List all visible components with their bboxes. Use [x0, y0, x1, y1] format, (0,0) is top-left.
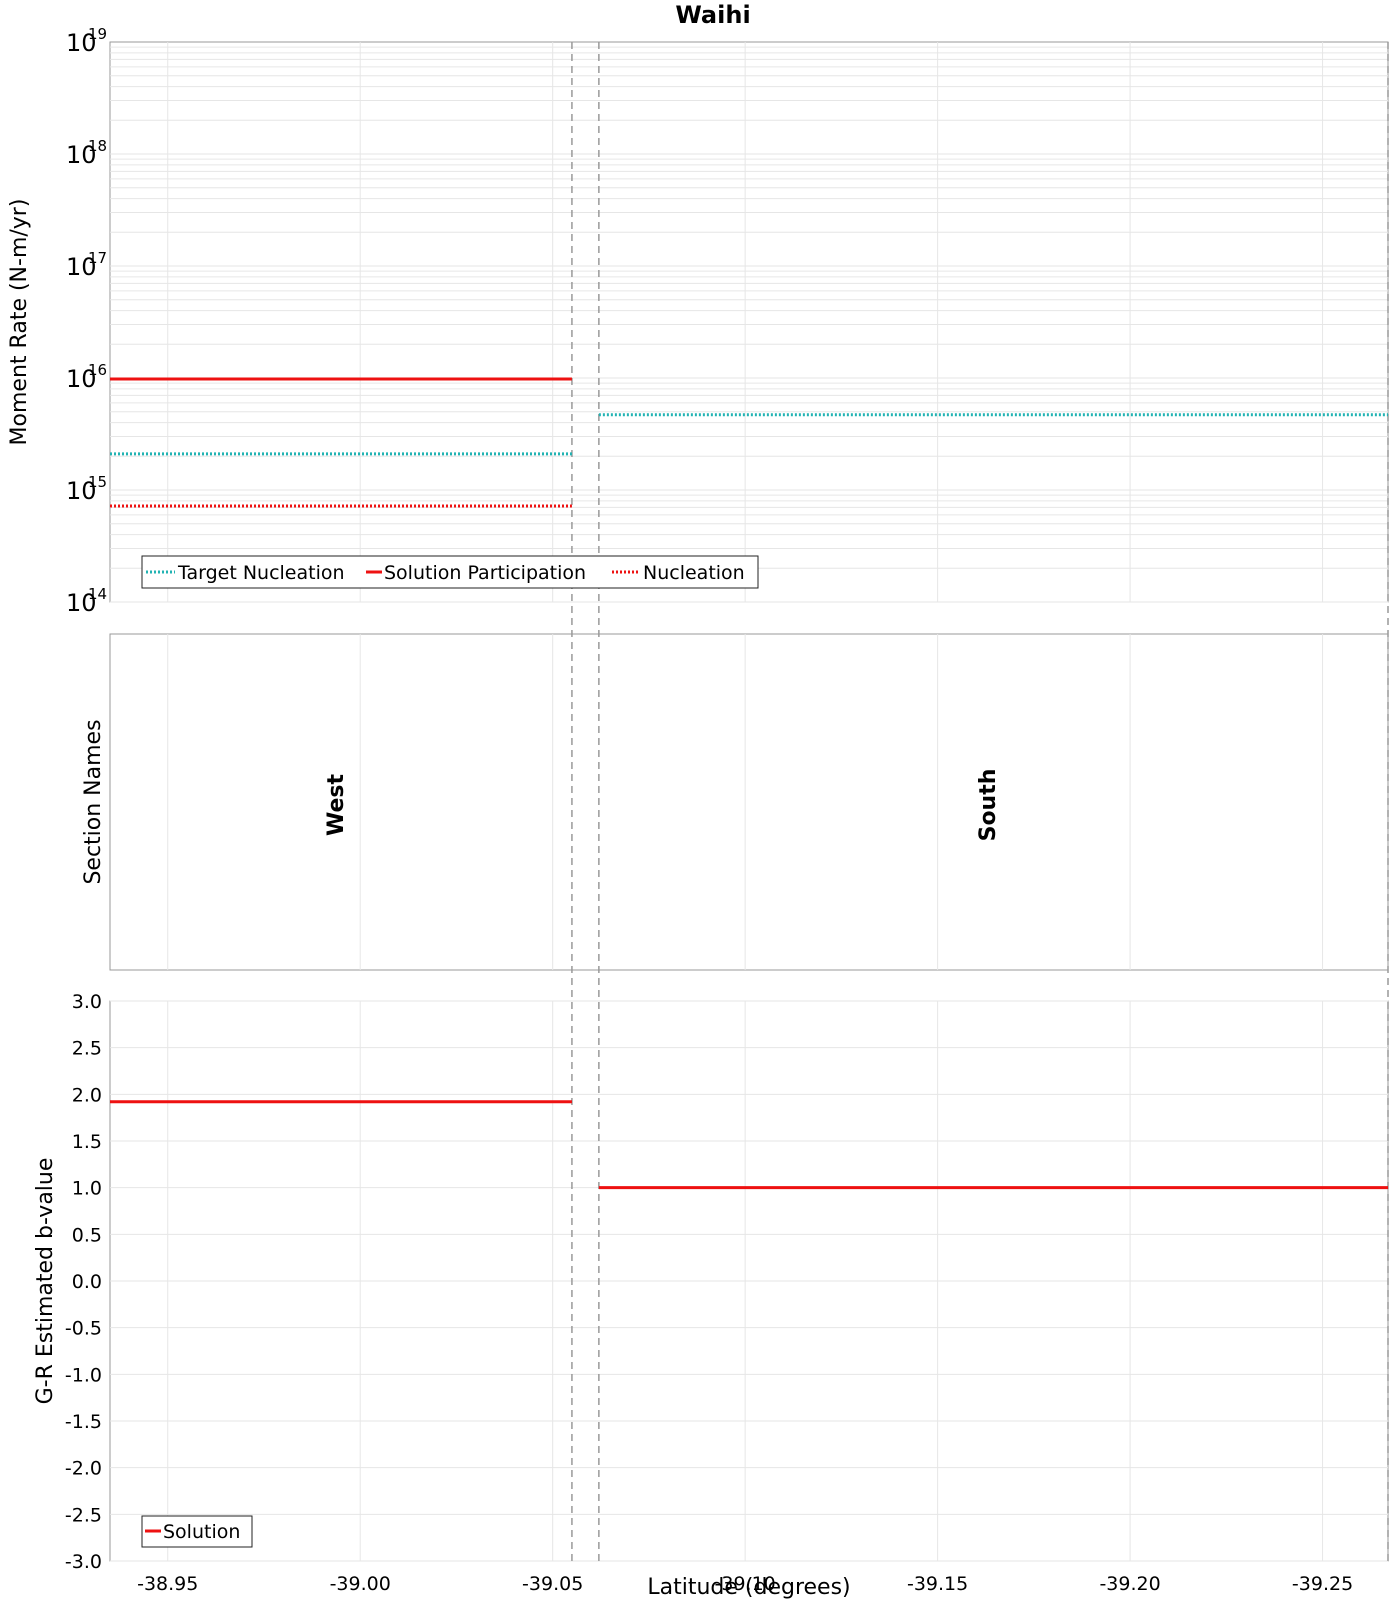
y-tick-label-base: 10 — [66, 141, 97, 169]
y-tick-label: 2.5 — [72, 1038, 102, 1060]
section-dividers — [571, 42, 1389, 1561]
legend-label-solution: Solution — [163, 1521, 240, 1543]
legend-label-target-nucleation: Target Nucleation — [177, 562, 345, 584]
y-tick-label-base: 10 — [66, 253, 97, 281]
x-tick-label: -39.20 — [1099, 1573, 1160, 1595]
x-tick-label: -39.25 — [1292, 1573, 1353, 1595]
section-name-west: West — [324, 774, 349, 836]
chart-title: Waihi — [675, 1, 750, 29]
y-tick-label: -1.5 — [65, 1411, 102, 1433]
moment-rate-legend: Target Nucleation Solution Participation… — [141, 555, 759, 589]
b-value-y-axis-label: G-R Estimated b-value — [33, 1158, 58, 1405]
y-tick-label-exponent: 19 — [88, 25, 107, 43]
y-tick-label: 1.5 — [72, 1131, 102, 1153]
y-tick-label-base: 10 — [66, 589, 97, 617]
section-name-south: South — [976, 769, 1001, 842]
y-tick-label: 3.0 — [72, 991, 102, 1013]
y-tick-label: 0.0 — [72, 1271, 102, 1293]
y-tick-label-base: 10 — [66, 365, 97, 393]
y-tick-label-exponent: 18 — [88, 137, 107, 155]
legend-box — [141, 555, 759, 589]
x-tick-label: -39.05 — [522, 1573, 583, 1595]
legend-label-solution-participation: Solution Participation — [384, 562, 586, 584]
section-names-y-axis-label: Section Names — [81, 719, 106, 884]
y-tick-label: -2.5 — [65, 1504, 102, 1526]
y-tick-label-exponent: 17 — [88, 249, 107, 267]
y-tick-label-exponent: 15 — [88, 473, 107, 491]
section-names-plot-area — [109, 633, 1389, 971]
tick-labels: 1014101510161017101810193.02.52.01.51.00… — [65, 25, 1353, 1595]
y-tick-label-base: 10 — [66, 477, 97, 505]
y-tick-label: 1.0 — [72, 1178, 102, 1200]
y-tick-label-exponent: 16 — [88, 361, 107, 379]
y-tick-label: -2.0 — [65, 1458, 102, 1480]
y-tick-label: -0.5 — [65, 1318, 102, 1340]
gridlines — [110, 42, 1388, 1562]
y-tick-label-base: 10 — [66, 29, 97, 57]
x-tick-label: -39.15 — [907, 1573, 968, 1595]
legend-label-nucleation: Nucleation — [643, 562, 745, 584]
b-value-legend: Solution — [141, 1515, 253, 1548]
y-tick-label: -1.0 — [65, 1364, 102, 1386]
y-tick-label: 0.5 — [72, 1224, 102, 1246]
x-tick-label: -39.10 — [715, 1573, 776, 1595]
y-tick-label-exponent: 14 — [88, 585, 107, 603]
x-tick-label: -38.95 — [137, 1573, 198, 1595]
x-axis-label: Latitude (degrees) — [647, 1575, 850, 1600]
moment-rate-y-axis-label: Moment Rate (N-m/yr) — [7, 199, 32, 446]
x-tick-label: -39.00 — [330, 1573, 391, 1595]
y-tick-label: 2.0 — [72, 1084, 102, 1106]
y-tick-label: -3.0 — [65, 1551, 102, 1573]
series-marks — [110, 377, 1388, 1190]
moment-rate-plot-area — [109, 41, 1389, 603]
